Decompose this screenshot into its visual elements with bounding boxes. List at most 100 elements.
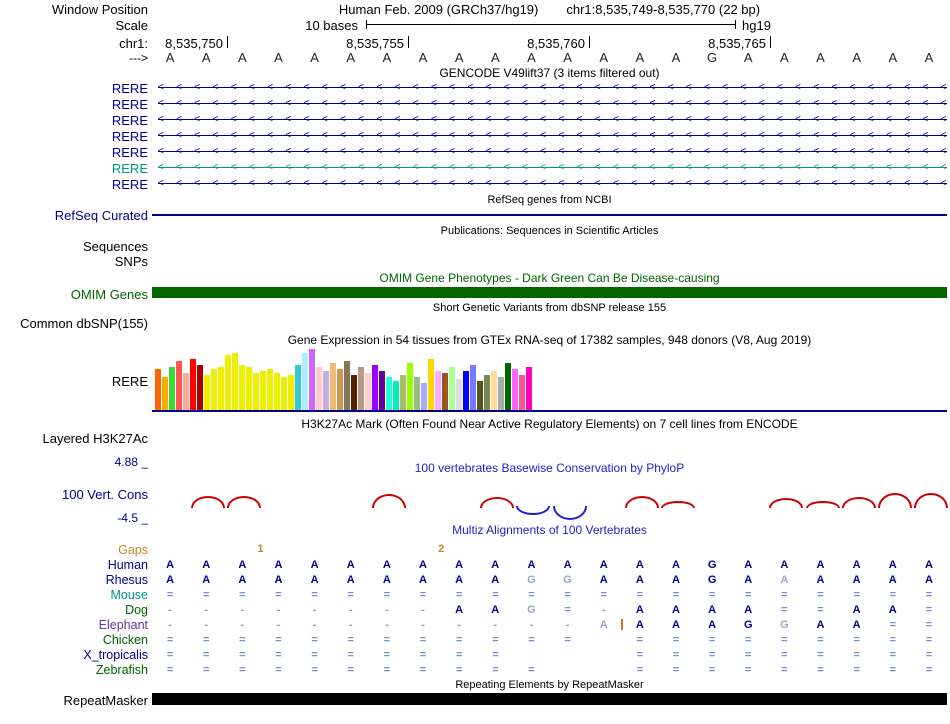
gtex-bar[interactable] — [421, 383, 427, 411]
alignment-row-x_tropicalis[interactable]: = = = = = = = = = = = = = = = = = = = — [152, 648, 947, 662]
alignment-row-elephant[interactable]: - - - - - - - - - - - - A A A A G G A A = = — [152, 618, 947, 632]
gtex-bar[interactable] — [351, 375, 357, 411]
gtex-bar[interactable] — [337, 369, 343, 411]
alignment-row-chicken[interactable]: = = = = = = = = = = = = = = = = = = = = = — [152, 633, 947, 647]
phylop-arc[interactable] — [877, 493, 912, 508]
gtex-bar[interactable] — [197, 365, 203, 411]
omim-genes-label[interactable]: OMIM Genes — [70, 287, 148, 302]
gtex-bar[interactable] — [372, 365, 378, 411]
gtex-bar[interactable] — [316, 367, 322, 411]
gene-model-rere[interactable]: < < < < < < < < < < < < < < < < < < < < < < < < < < < < < < < < < < < < < < < <… — [158, 177, 947, 190]
gtex-bar[interactable] — [309, 349, 315, 411]
species-label-chicken[interactable]: Chicken — [102, 633, 148, 647]
phylop-arc[interactable] — [913, 493, 948, 508]
gtex-bar[interactable] — [400, 375, 406, 411]
gtex-bar[interactable] — [442, 373, 448, 411]
gtex-bar[interactable] — [211, 369, 217, 411]
gene-label-rere[interactable]: RERE — [111, 113, 148, 128]
gene-label-rere[interactable]: RERE — [111, 129, 148, 144]
gtex-bar[interactable] — [162, 377, 168, 411]
gtex-bar[interactable] — [386, 377, 392, 411]
gtex-bar[interactable] — [302, 353, 308, 411]
gtex-bar[interactable] — [365, 373, 371, 411]
snps-label[interactable]: SNPs — [114, 254, 148, 269]
gtex-bar[interactable] — [358, 367, 364, 411]
gene-model-rere[interactable]: < < < < < < < < < < < < < < < < < < < < < < < < < < < < < < < < < < < < < < < <… — [158, 145, 947, 158]
sequences-label[interactable]: Sequences — [82, 239, 148, 254]
species-label-zebrafish[interactable]: Zebrafish — [95, 663, 148, 677]
gtex-bar[interactable] — [176, 361, 182, 411]
gtex-bar[interactable] — [190, 359, 196, 411]
gtex-bar[interactable] — [470, 365, 476, 411]
gene-model-rere[interactable]: < < < < < < < < < < < < < < < < < < < < < < < < < < < < < < < < < < < < < < < <… — [158, 113, 947, 126]
phylop-arc[interactable] — [191, 496, 226, 508]
repeatmasker-track-bar[interactable] — [152, 693, 947, 705]
gtex-bar[interactable] — [246, 367, 252, 411]
gtex-bar[interactable] — [260, 371, 266, 411]
dbsnp-label[interactable]: Common dbSNP(155) — [20, 316, 148, 331]
gtex-bar[interactable] — [218, 367, 224, 411]
gtex-gene-label[interactable]: RERE — [111, 374, 148, 389]
species-label-dog[interactable]: Dog — [125, 603, 148, 617]
species-label-elephant[interactable]: Elephant — [98, 618, 148, 632]
gtex-bar[interactable] — [477, 381, 483, 411]
gtex-bar[interactable] — [253, 373, 259, 411]
gene-label-rere[interactable]: RERE — [111, 177, 148, 192]
gtex-bar[interactable] — [491, 371, 497, 411]
gtex-bar[interactable] — [449, 367, 455, 411]
species-label-human[interactable]: Human — [107, 558, 148, 572]
repeatmasker-label[interactable]: RepeatMasker — [63, 693, 148, 708]
gtex-bar[interactable] — [155, 369, 161, 411]
gtex-bar[interactable] — [267, 369, 273, 411]
gtex-bar[interactable] — [330, 363, 336, 411]
gtex-bar[interactable] — [512, 369, 518, 411]
gtex-bar[interactable] — [435, 371, 441, 411]
gtex-bar[interactable] — [456, 379, 462, 411]
gtex-bar[interactable] — [526, 367, 532, 411]
gtex-bar[interactable] — [414, 377, 420, 411]
gtex-bar[interactable] — [183, 373, 189, 411]
species-label-rhesus[interactable]: Rhesus — [105, 573, 148, 587]
gaps-label[interactable]: Gaps — [118, 543, 148, 557]
gene-model-rere[interactable]: < < < < < < < < < < < < < < < < < < < < < < < < < < < < < < < < < < < < < < < <… — [158, 97, 947, 110]
gene-model-rere[interactable]: < < < < < < < < < < < < < < < < < < < < < < < < < < < < < < < < < < < < < < < <… — [158, 129, 947, 142]
refseq-track-line[interactable] — [152, 214, 947, 216]
cons-track-label[interactable]: 100 Vert. Cons — [62, 487, 148, 502]
gtex-bar[interactable] — [379, 371, 385, 411]
gtex-bar[interactable] — [393, 381, 399, 411]
gene-model-rere[interactable]: < < < < < < < < < < < < < < < < < < < < < < < < < < < < < < < < < < < < < < < <… — [158, 161, 947, 174]
gtex-bar[interactable] — [428, 359, 434, 411]
alignment-row-zebrafish[interactable]: = = = = = = = = = = = = = = = = = = = = — [152, 663, 947, 677]
phylop-arc[interactable] — [660, 501, 695, 508]
phylop-arc[interactable] — [371, 494, 406, 508]
gtex-bar[interactable] — [484, 375, 490, 411]
gtex-bar[interactable] — [169, 367, 175, 411]
phylop-arc[interactable] — [805, 501, 840, 508]
gtex-bar[interactable] — [519, 375, 525, 411]
alignment-row-dog[interactable]: - - - - - - - - A A G = - A A A A = = A A = — [152, 603, 947, 617]
gtex-bar[interactable] — [323, 371, 329, 411]
gtex-bar[interactable] — [505, 363, 511, 411]
gtex-bar[interactable] — [344, 361, 350, 411]
species-label-mouse[interactable]: Mouse — [110, 588, 148, 602]
gene-label-rere[interactable]: RERE — [111, 145, 148, 160]
phylop-arc[interactable] — [480, 497, 515, 508]
gtex-bar[interactable] — [295, 365, 301, 411]
phylop-arc[interactable] — [624, 496, 659, 508]
phylop-arc[interactable] — [516, 506, 551, 515]
gtex-bar[interactable] — [232, 353, 238, 411]
gene-label-rere[interactable]: RERE — [111, 97, 148, 112]
alignment-row-mouse[interactable]: = = = = = = = = = = = = = = = = = = = = = = — [152, 588, 947, 602]
gtex-bar[interactable] — [288, 375, 294, 411]
omim-track-bar[interactable] — [152, 287, 947, 298]
phylop-arc[interactable] — [769, 498, 804, 508]
gene-label-rere[interactable]: RERE — [111, 161, 148, 176]
gtex-bar[interactable] — [407, 363, 413, 411]
gtex-bar[interactable] — [281, 377, 287, 411]
gene-label-rere[interactable]: RERE — [111, 81, 148, 96]
refseq-curated-label[interactable]: RefSeq Curated — [54, 208, 148, 223]
species-label-x_tropicalis[interactable]: X_tropicalis — [83, 648, 148, 662]
gtex-bar[interactable] — [204, 375, 210, 411]
